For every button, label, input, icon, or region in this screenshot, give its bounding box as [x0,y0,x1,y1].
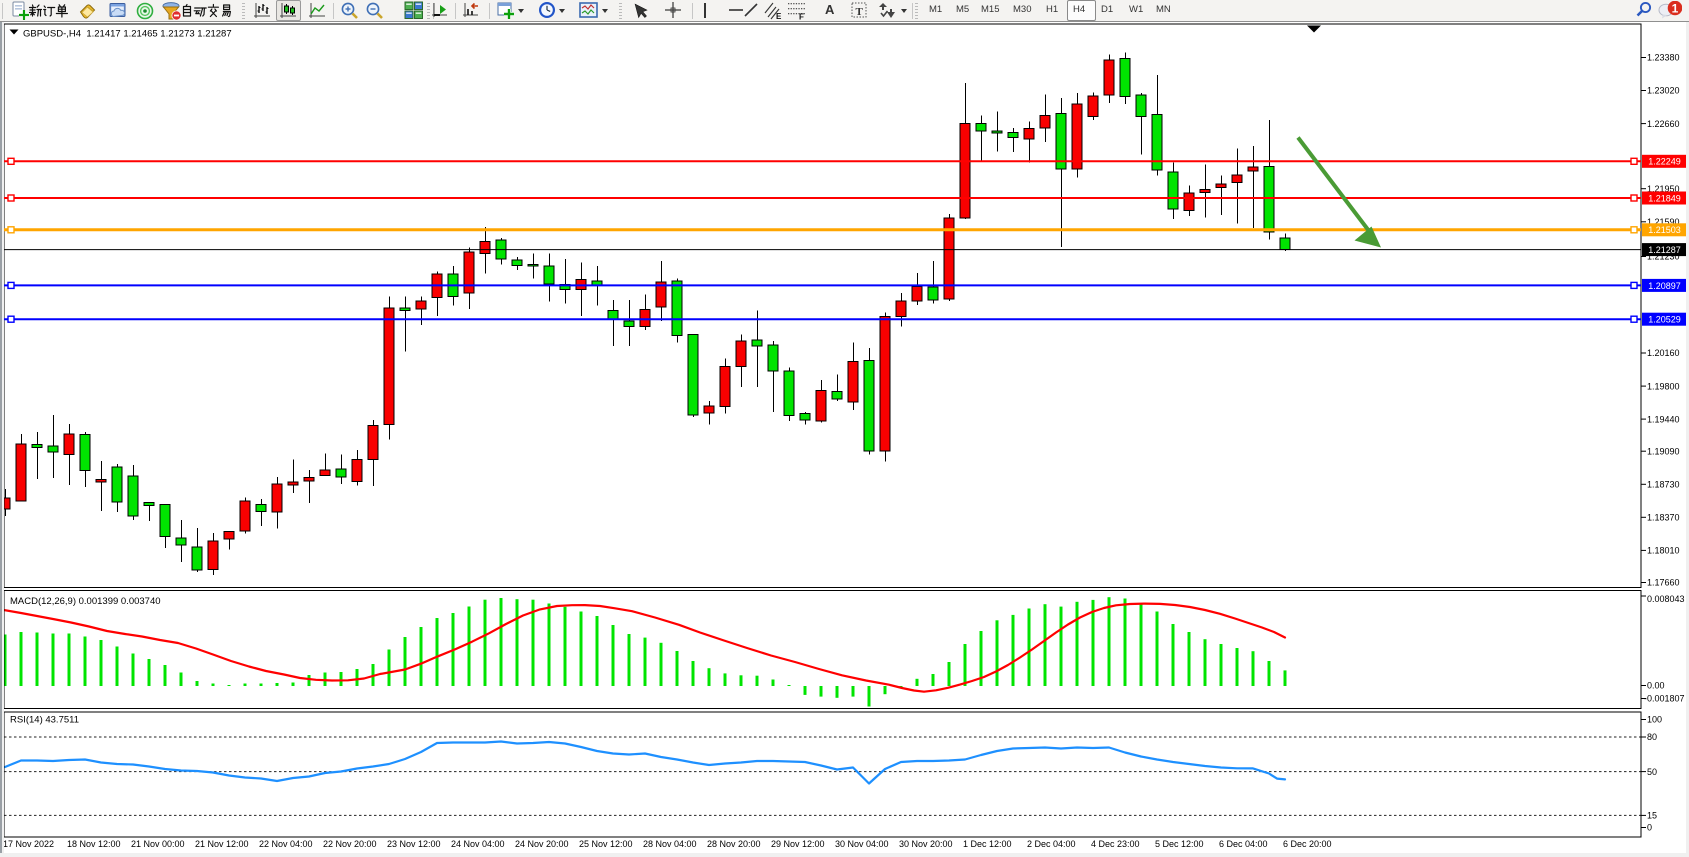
svg-text:80: 80 [1647,732,1657,742]
svg-text:1.18010: 1.18010 [1647,546,1680,556]
svg-text:1.23020: 1.23020 [1647,86,1680,96]
svg-text:4 Dec 23:00: 4 Dec 23:00 [1091,839,1140,849]
svg-text:1.20529: 1.20529 [1648,315,1681,325]
svg-text:0.008043: 0.008043 [1647,594,1685,604]
svg-text:1.20160: 1.20160 [1647,348,1680,358]
svg-text:1.17660: 1.17660 [1647,578,1680,588]
svg-text:22 Nov 20:00: 22 Nov 20:00 [323,839,377,849]
svg-text:100: 100 [1647,715,1662,725]
svg-text:5 Dec 12:00: 5 Dec 12:00 [1155,839,1204,849]
svg-text:T: T [856,6,864,18]
svg-text:1.21287: 1.21287 [1648,245,1681,255]
svg-text:1.18730: 1.18730 [1647,480,1680,490]
svg-text:2 Dec 04:00: 2 Dec 04:00 [1027,839,1076,849]
svg-text:17 Nov 2022: 17 Nov 2022 [3,839,54,849]
svg-text:RSI(14) 43.7511: RSI(14) 43.7511 [10,715,79,726]
svg-text:30 Nov 04:00: 30 Nov 04:00 [835,839,889,849]
svg-text:1.21849: 1.21849 [1648,193,1681,203]
svg-text:25 Nov 12:00: 25 Nov 12:00 [579,839,633,849]
svg-text:1.22660: 1.22660 [1647,119,1680,129]
svg-text:1.18370: 1.18370 [1647,513,1680,523]
svg-text:21 Nov 12:00: 21 Nov 12:00 [195,839,249,849]
svg-text:MACD(12,26,9) 0.001399 0.00374: MACD(12,26,9) 0.001399 0.003740 [10,596,161,607]
svg-text:1.21590: 1.21590 [1647,217,1680,227]
svg-text:1.21230: 1.21230 [1647,252,1680,262]
svg-text:E: E [776,12,782,21]
svg-text:30 Nov 20:00: 30 Nov 20:00 [899,839,953,849]
svg-text:GBPUSD-,H4 1.21417 1.21465 1.: GBPUSD-,H4 1.21417 1.21465 1.21273 1.212… [23,29,232,40]
svg-text:-0.001807: -0.001807 [1644,694,1685,704]
svg-text:1.22249: 1.22249 [1648,157,1681,167]
svg-text:F: F [799,13,804,22]
svg-text:0.00: 0.00 [1647,681,1665,691]
svg-text:28 Nov 04:00: 28 Nov 04:00 [643,839,697,849]
svg-text:1.23380: 1.23380 [1647,53,1680,63]
svg-text:15: 15 [1647,811,1657,821]
svg-text:1 Dec 12:00: 1 Dec 12:00 [963,839,1012,849]
svg-text:1.21503: 1.21503 [1648,225,1681,235]
svg-text:29 Nov 12:00: 29 Nov 12:00 [771,839,825,849]
svg-text:1.19090: 1.19090 [1647,446,1680,456]
svg-text:23 Nov 12:00: 23 Nov 12:00 [387,839,441,849]
svg-text:18 Nov 12:00: 18 Nov 12:00 [67,839,121,849]
svg-text:21 Nov 00:00: 21 Nov 00:00 [131,839,185,849]
svg-text:1: 1 [1672,1,1679,15]
svg-text:28 Nov 20:00: 28 Nov 20:00 [707,839,761,849]
svg-text:24 Nov 20:00: 24 Nov 20:00 [515,839,569,849]
svg-text:50: 50 [1647,767,1657,777]
svg-text:6 Dec 20:00: 6 Dec 20:00 [1283,839,1332,849]
svg-text:24 Nov 04:00: 24 Nov 04:00 [451,839,505,849]
svg-text:1.19800: 1.19800 [1647,381,1680,391]
svg-text:1.20897: 1.20897 [1648,281,1681,291]
svg-text:22 Nov 04:00: 22 Nov 04:00 [259,839,313,849]
svg-text:0: 0 [1647,823,1652,833]
svg-text:1.19440: 1.19440 [1647,414,1680,424]
svg-text:1.21950: 1.21950 [1647,184,1680,194]
svg-text:6 Dec 04:00: 6 Dec 04:00 [1219,839,1268,849]
